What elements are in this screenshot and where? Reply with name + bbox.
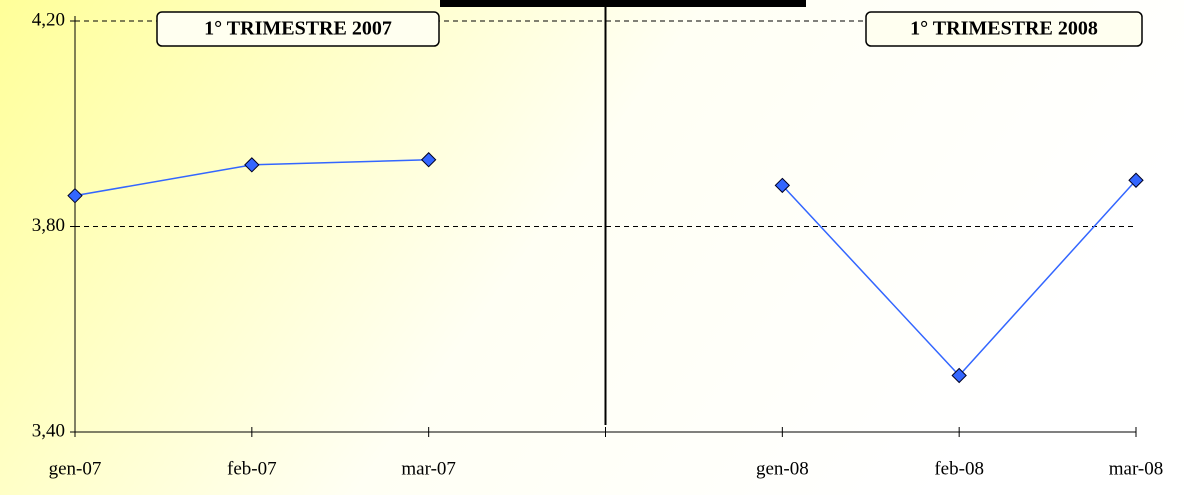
x-tick-label: mar-07	[401, 458, 456, 479]
x-tick-label: feb-08	[934, 458, 984, 479]
x-tick-label: mar-08	[1109, 458, 1164, 479]
annotation-box	[865, 11, 1143, 47]
data-point	[420, 152, 437, 168]
annotation: 1° TRIMESTRE 2008	[910, 18, 1098, 40]
data-point	[244, 157, 260, 173]
annotation: 1° TRIMESTRE 2007	[204, 18, 392, 40]
y-tick-label: 3,40	[32, 420, 65, 441]
y-tick-label: 3,80	[32, 215, 65, 236]
x-tick-label: gen-07	[49, 458, 102, 479]
x-tick-label: feb-07	[227, 458, 277, 479]
data-point	[1128, 172, 1144, 188]
data-point	[774, 177, 791, 194]
x-tick-label: gen-08	[756, 458, 809, 479]
data-point	[951, 367, 967, 384]
title-bar	[440, 0, 806, 7]
y-tick-label: 4,20	[32, 9, 65, 30]
annotation-box	[156, 11, 440, 47]
data-point	[67, 187, 83, 204]
